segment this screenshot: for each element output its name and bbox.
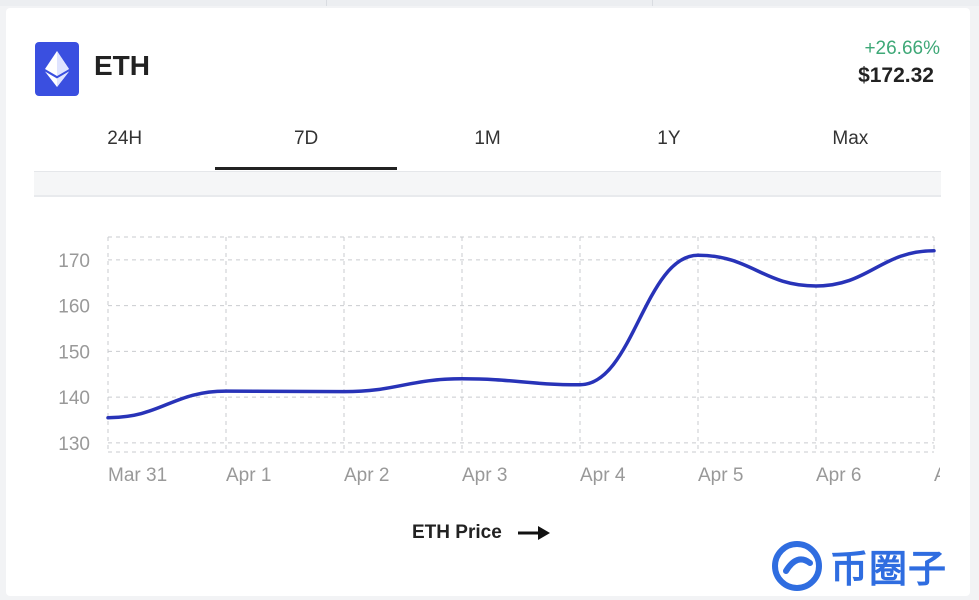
tab-max[interactable]: Max	[832, 128, 869, 149]
y-tick-label: 170	[58, 251, 90, 272]
ethereum-icon	[35, 42, 79, 96]
x-tick-label: Apr 7	[934, 465, 970, 486]
price-chart: 130 140 150 160 170 Mar 31 Apr 1 Apr 2 Apr 3 Apr …	[58, 236, 970, 486]
x-tick-label: Mar 31	[108, 465, 167, 486]
tab-24h[interactable]: 24H	[107, 128, 143, 149]
top-strip	[0, 0, 979, 6]
series-line-eth-price	[106, 248, 936, 420]
legend-label: ETH Price	[412, 522, 502, 543]
x-tick-label: Apr 4	[580, 465, 626, 486]
arrow-right-icon	[517, 526, 550, 540]
price-change: +26.66%	[864, 38, 940, 59]
x-tick-label: Apr 5	[698, 465, 743, 486]
timeframe-tabs: 24H 7D 1M 1Y Max	[34, 118, 941, 170]
tab-1y[interactable]: 1Y	[657, 128, 681, 149]
x-tick-label: Apr 6	[816, 465, 861, 486]
watermark-text: 币圈子	[830, 549, 948, 591]
strip-divider	[652, 0, 653, 6]
asset-symbol: ETH	[94, 50, 150, 81]
tab-1m[interactable]: 1M	[474, 128, 501, 149]
watermark: 币圈子	[772, 538, 947, 593]
wave-logo-icon	[772, 540, 822, 591]
x-tick-label: Apr 3	[462, 465, 507, 486]
strip-divider	[326, 0, 327, 6]
chart-header-band	[34, 172, 941, 197]
price-card: ETH +26.66% $172.32 24H 7D 1M 1Y Max 130…	[6, 8, 970, 596]
y-tick-label: 140	[58, 388, 90, 409]
y-tick-label: 160	[58, 297, 90, 318]
x-tick-label: Apr 2	[344, 465, 389, 486]
tabs-divider	[34, 171, 941, 172]
ethereum-diamond	[45, 51, 69, 87]
y-tick-label: 150	[58, 342, 90, 363]
tab-7d[interactable]: 7D	[215, 118, 398, 170]
y-tick-label: 130	[58, 434, 90, 455]
x-tick-label: Apr 1	[226, 465, 271, 486]
chart-legend[interactable]: ETH Price	[412, 522, 550, 544]
current-price: $172.32	[858, 64, 934, 87]
